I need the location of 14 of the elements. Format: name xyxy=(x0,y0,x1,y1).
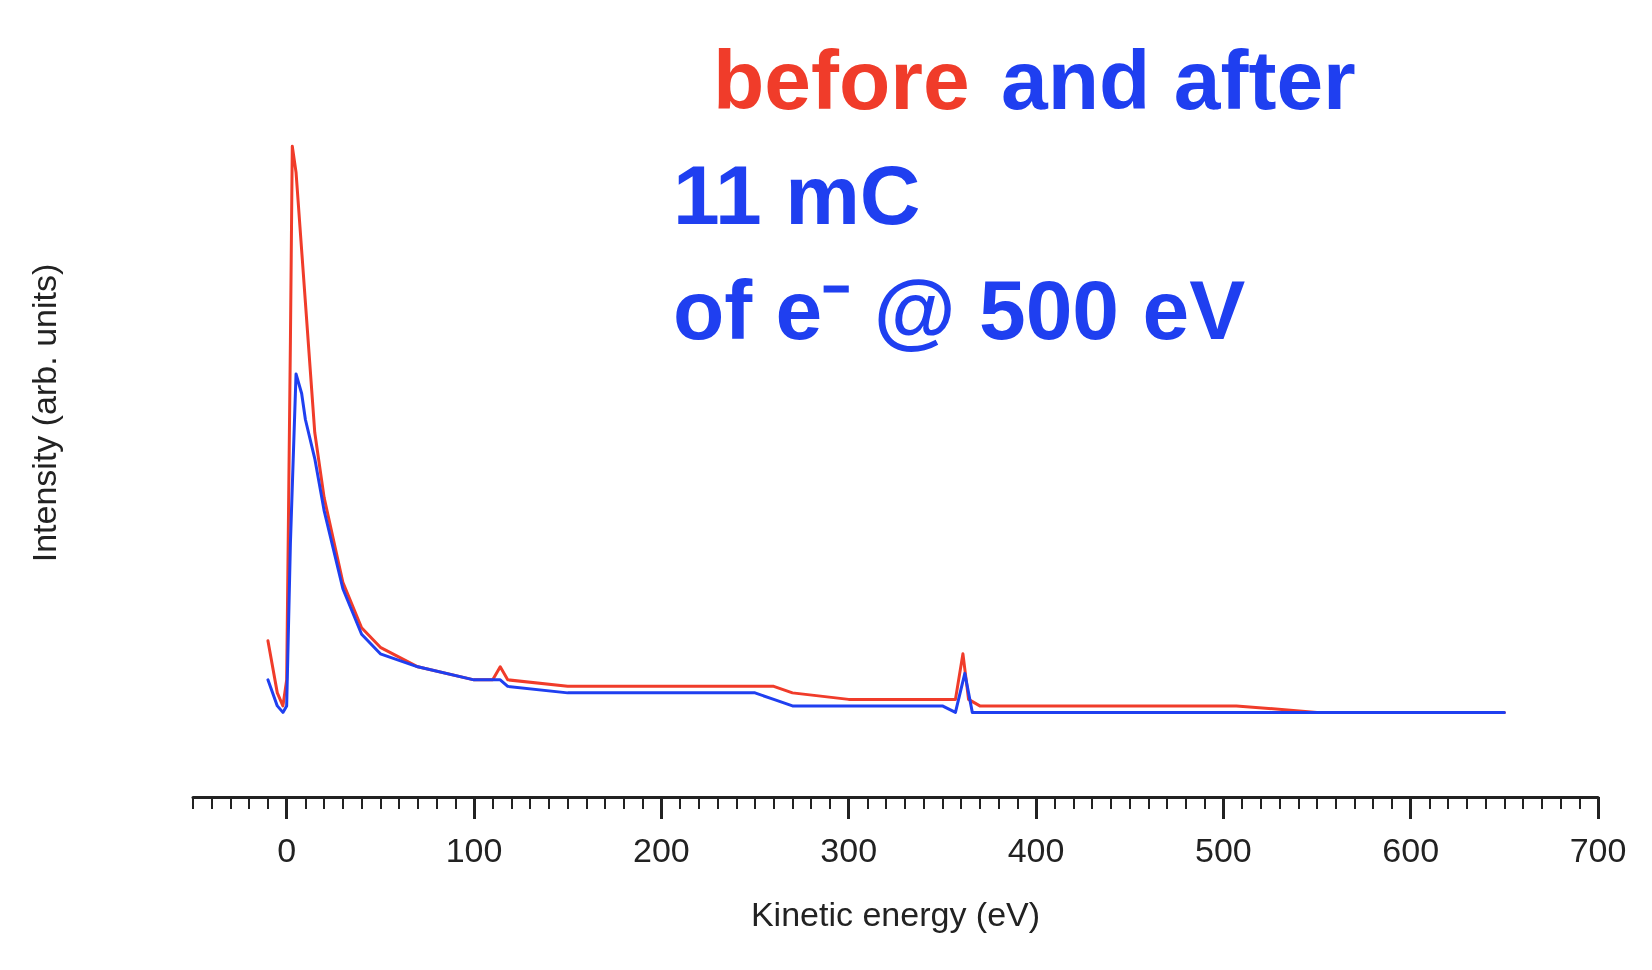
x-tick-label: 300 xyxy=(820,831,878,869)
x-axis-title: Kinetic energy (eV) xyxy=(750,895,1041,933)
x-tick-label: 500 xyxy=(1194,831,1252,869)
x-tick-label: 0 xyxy=(277,831,297,869)
annotation: of e⁻ @ 500 eV xyxy=(673,263,1246,357)
x-tick-label: 100 xyxy=(445,831,503,869)
x-tick-label: 200 xyxy=(632,831,690,869)
x-tick-label: 400 xyxy=(1007,831,1065,869)
text: and after xyxy=(1001,33,1356,127)
y-axis-title: Intensity (arb. units) xyxy=(25,263,63,563)
x-tick-label: 600 xyxy=(1382,831,1440,869)
x-tick-label: 700 xyxy=(1569,831,1627,869)
text: before xyxy=(713,33,970,127)
annotation: 11 mC xyxy=(673,148,921,242)
